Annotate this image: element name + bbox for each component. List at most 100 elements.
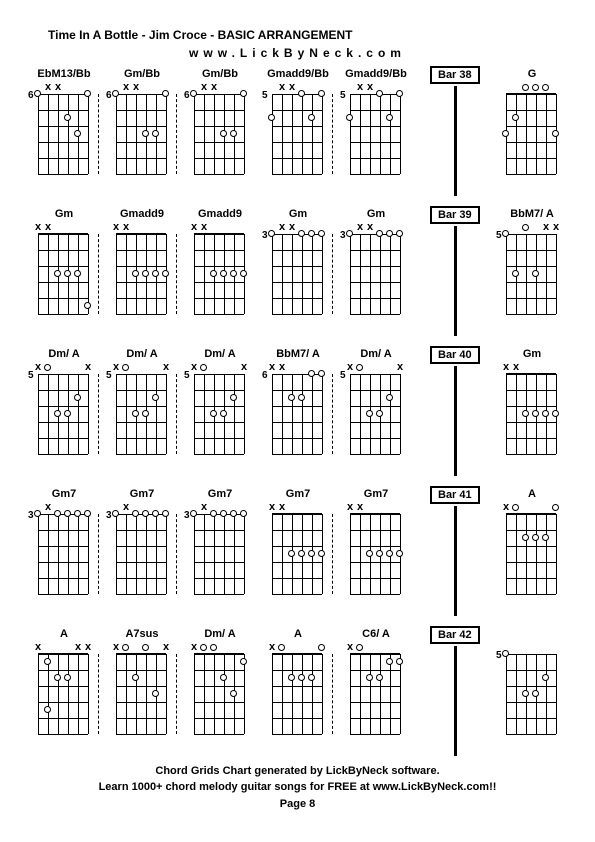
mute-marker: x	[287, 221, 297, 233]
page-footer: Chord Grids Chart generated by LickByNec…	[0, 763, 595, 813]
mute-marker: x	[267, 641, 277, 653]
finger-dot	[162, 510, 169, 517]
chord-diagram: 3x	[38, 514, 88, 594]
finger-dot	[240, 270, 247, 277]
finger-dot	[210, 410, 217, 417]
finger-dot	[152, 394, 159, 401]
grid-cell: Gm73x	[184, 488, 262, 628]
finger-dot	[44, 658, 51, 665]
mute-marker: x	[345, 501, 355, 513]
chord-diagram: x	[350, 654, 400, 734]
finger-dot	[142, 270, 149, 277]
finger-dot	[132, 270, 139, 277]
finger-dot	[502, 130, 509, 137]
chord-diagram: 3x	[116, 514, 166, 594]
finger-dot	[142, 130, 149, 137]
finger-dot	[298, 90, 305, 97]
open-marker	[318, 644, 325, 651]
open-marker	[142, 644, 149, 651]
mute-marker: x	[355, 81, 365, 93]
grid-cell: Gm/Bb6xx	[184, 68, 262, 208]
chord-diagram: 5	[506, 654, 556, 734]
finger-dot	[298, 394, 305, 401]
chord-diagram: 5xx	[194, 374, 244, 454]
open-marker	[512, 504, 519, 511]
mute-marker: x	[287, 81, 297, 93]
grid-cell: BbM7/ A5xx	[496, 208, 574, 348]
grid-cell: Dm/ A5xx	[184, 348, 262, 488]
beat-separator	[332, 234, 333, 314]
chord-diagram: x	[194, 654, 244, 734]
finger-dot	[318, 90, 325, 97]
chord-name: A	[28, 628, 100, 640]
chord-name: Gm	[496, 348, 568, 360]
finger-dot	[132, 510, 139, 517]
chord-diagram: 5xx	[116, 374, 166, 454]
finger-dot	[190, 510, 197, 517]
beat-separator	[332, 94, 333, 174]
finger-dot	[64, 510, 71, 517]
finger-dot	[74, 510, 81, 517]
grid-cell: G	[496, 68, 574, 208]
footer-line1: Chord Grids Chart generated by LickByNec…	[0, 763, 595, 780]
mute-marker: x	[121, 221, 131, 233]
finger-dot	[162, 90, 169, 97]
finger-dot	[54, 674, 61, 681]
open-marker	[356, 644, 363, 651]
grid-cell: Ax	[262, 628, 340, 768]
chord-name: Gmadd9/Bb	[340, 68, 412, 80]
grid-cell: Gmadd9/Bb 5xx	[340, 68, 418, 208]
mute-marker: x	[189, 641, 199, 653]
chord-name: Gm7	[106, 488, 178, 500]
fret-number: 5	[496, 650, 502, 661]
chord-diagram: x	[506, 514, 556, 594]
finger-dot	[84, 90, 91, 97]
grid-cell: Gm3xx	[340, 208, 418, 348]
finger-dot	[142, 510, 149, 517]
finger-dot	[210, 510, 217, 517]
mute-marker: x	[365, 81, 375, 93]
finger-dot	[396, 550, 403, 557]
chord-diagram: xx	[194, 234, 244, 314]
finger-dot	[366, 410, 373, 417]
open-marker	[200, 644, 207, 651]
mute-marker: x	[345, 361, 355, 373]
finger-dot	[112, 510, 119, 517]
finger-dot	[34, 90, 41, 97]
finger-dot	[532, 690, 539, 697]
chord-diagram: xxx	[38, 654, 88, 734]
mute-marker: x	[33, 361, 43, 373]
mute-marker: x	[267, 361, 277, 373]
finger-dot	[288, 550, 295, 557]
finger-dot	[240, 658, 247, 665]
chord-diagram: 5xx	[38, 374, 88, 454]
chord-name: Dm/ A	[106, 348, 178, 360]
finger-dot	[190, 90, 197, 97]
finger-dot	[308, 230, 315, 237]
mute-marker: x	[501, 501, 511, 513]
finger-dot	[376, 90, 383, 97]
beat-separator	[176, 654, 177, 734]
finger-dot	[512, 270, 519, 277]
chord-grid: EbM13/Bb6xxGm/Bb6xxGm/Bb6xxGmadd9/Bb5xxG…	[28, 68, 574, 768]
finger-dot	[84, 510, 91, 517]
finger-dot	[532, 410, 539, 417]
bar-divider	[454, 506, 457, 616]
chord-name: Dm/ A	[340, 348, 412, 360]
finger-dot	[532, 270, 539, 277]
chord-diagram: 5xx	[350, 94, 400, 174]
bar-divider	[454, 366, 457, 476]
finger-dot	[318, 370, 325, 377]
chord-diagram: xx	[116, 654, 166, 734]
finger-dot	[512, 114, 519, 121]
chord-name: Gm7	[340, 488, 412, 500]
bar-divider	[454, 226, 457, 336]
grid-cell: Dm/ A 5xx	[106, 348, 184, 488]
finger-dot	[308, 550, 315, 557]
chord-name: Gm/Bb	[106, 68, 178, 80]
mute-marker: x	[121, 81, 131, 93]
finger-dot	[318, 230, 325, 237]
chord-diagram: xx	[116, 234, 166, 314]
chord-diagram: xx	[506, 374, 556, 454]
bar-label: Bar 42	[430, 626, 480, 644]
